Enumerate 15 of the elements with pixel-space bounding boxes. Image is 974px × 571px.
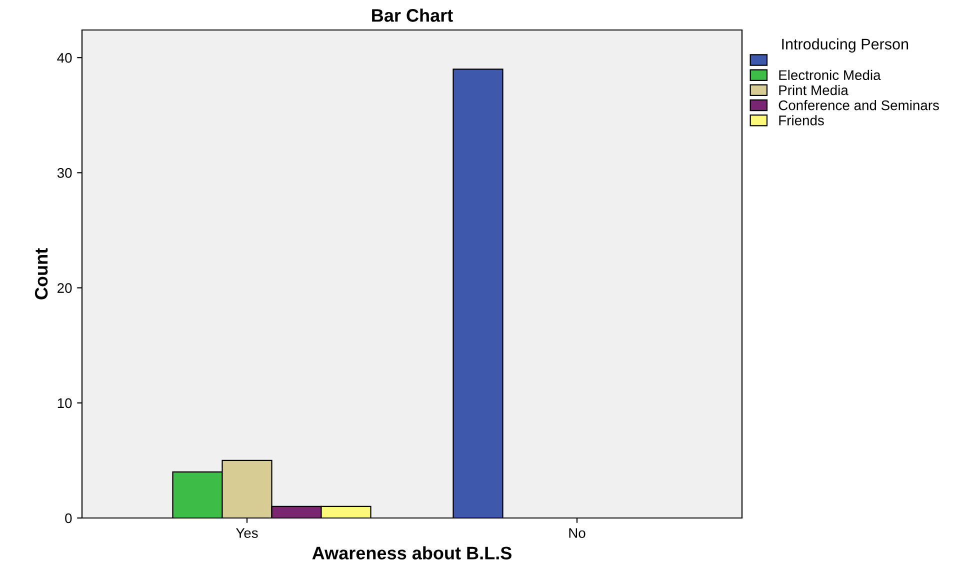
legend-label: Electronic Media bbox=[779, 70, 881, 80]
x-axis-title: Awareness about B.L.S bbox=[312, 546, 512, 560]
y-axis-title: Count bbox=[34, 248, 48, 300]
legend-title: Introducing Person bbox=[782, 38, 908, 53]
legend-label: Conference and Seminars bbox=[778, 100, 939, 110]
legend-label: Friends bbox=[779, 115, 824, 126]
x-tick-label: No bbox=[569, 528, 586, 538]
y-tick-label: 30 bbox=[57, 168, 72, 178]
y-tick-label: 40 bbox=[57, 52, 72, 63]
legend-label: Print Media bbox=[779, 84, 848, 96]
y-tick-label: 20 bbox=[58, 283, 72, 293]
y-tick-label: 10 bbox=[58, 398, 72, 408]
y-tick-label: 0 bbox=[65, 513, 72, 524]
x-tick-label: Yes bbox=[236, 528, 258, 538]
chart-title: Bar Chart bbox=[372, 8, 453, 22]
